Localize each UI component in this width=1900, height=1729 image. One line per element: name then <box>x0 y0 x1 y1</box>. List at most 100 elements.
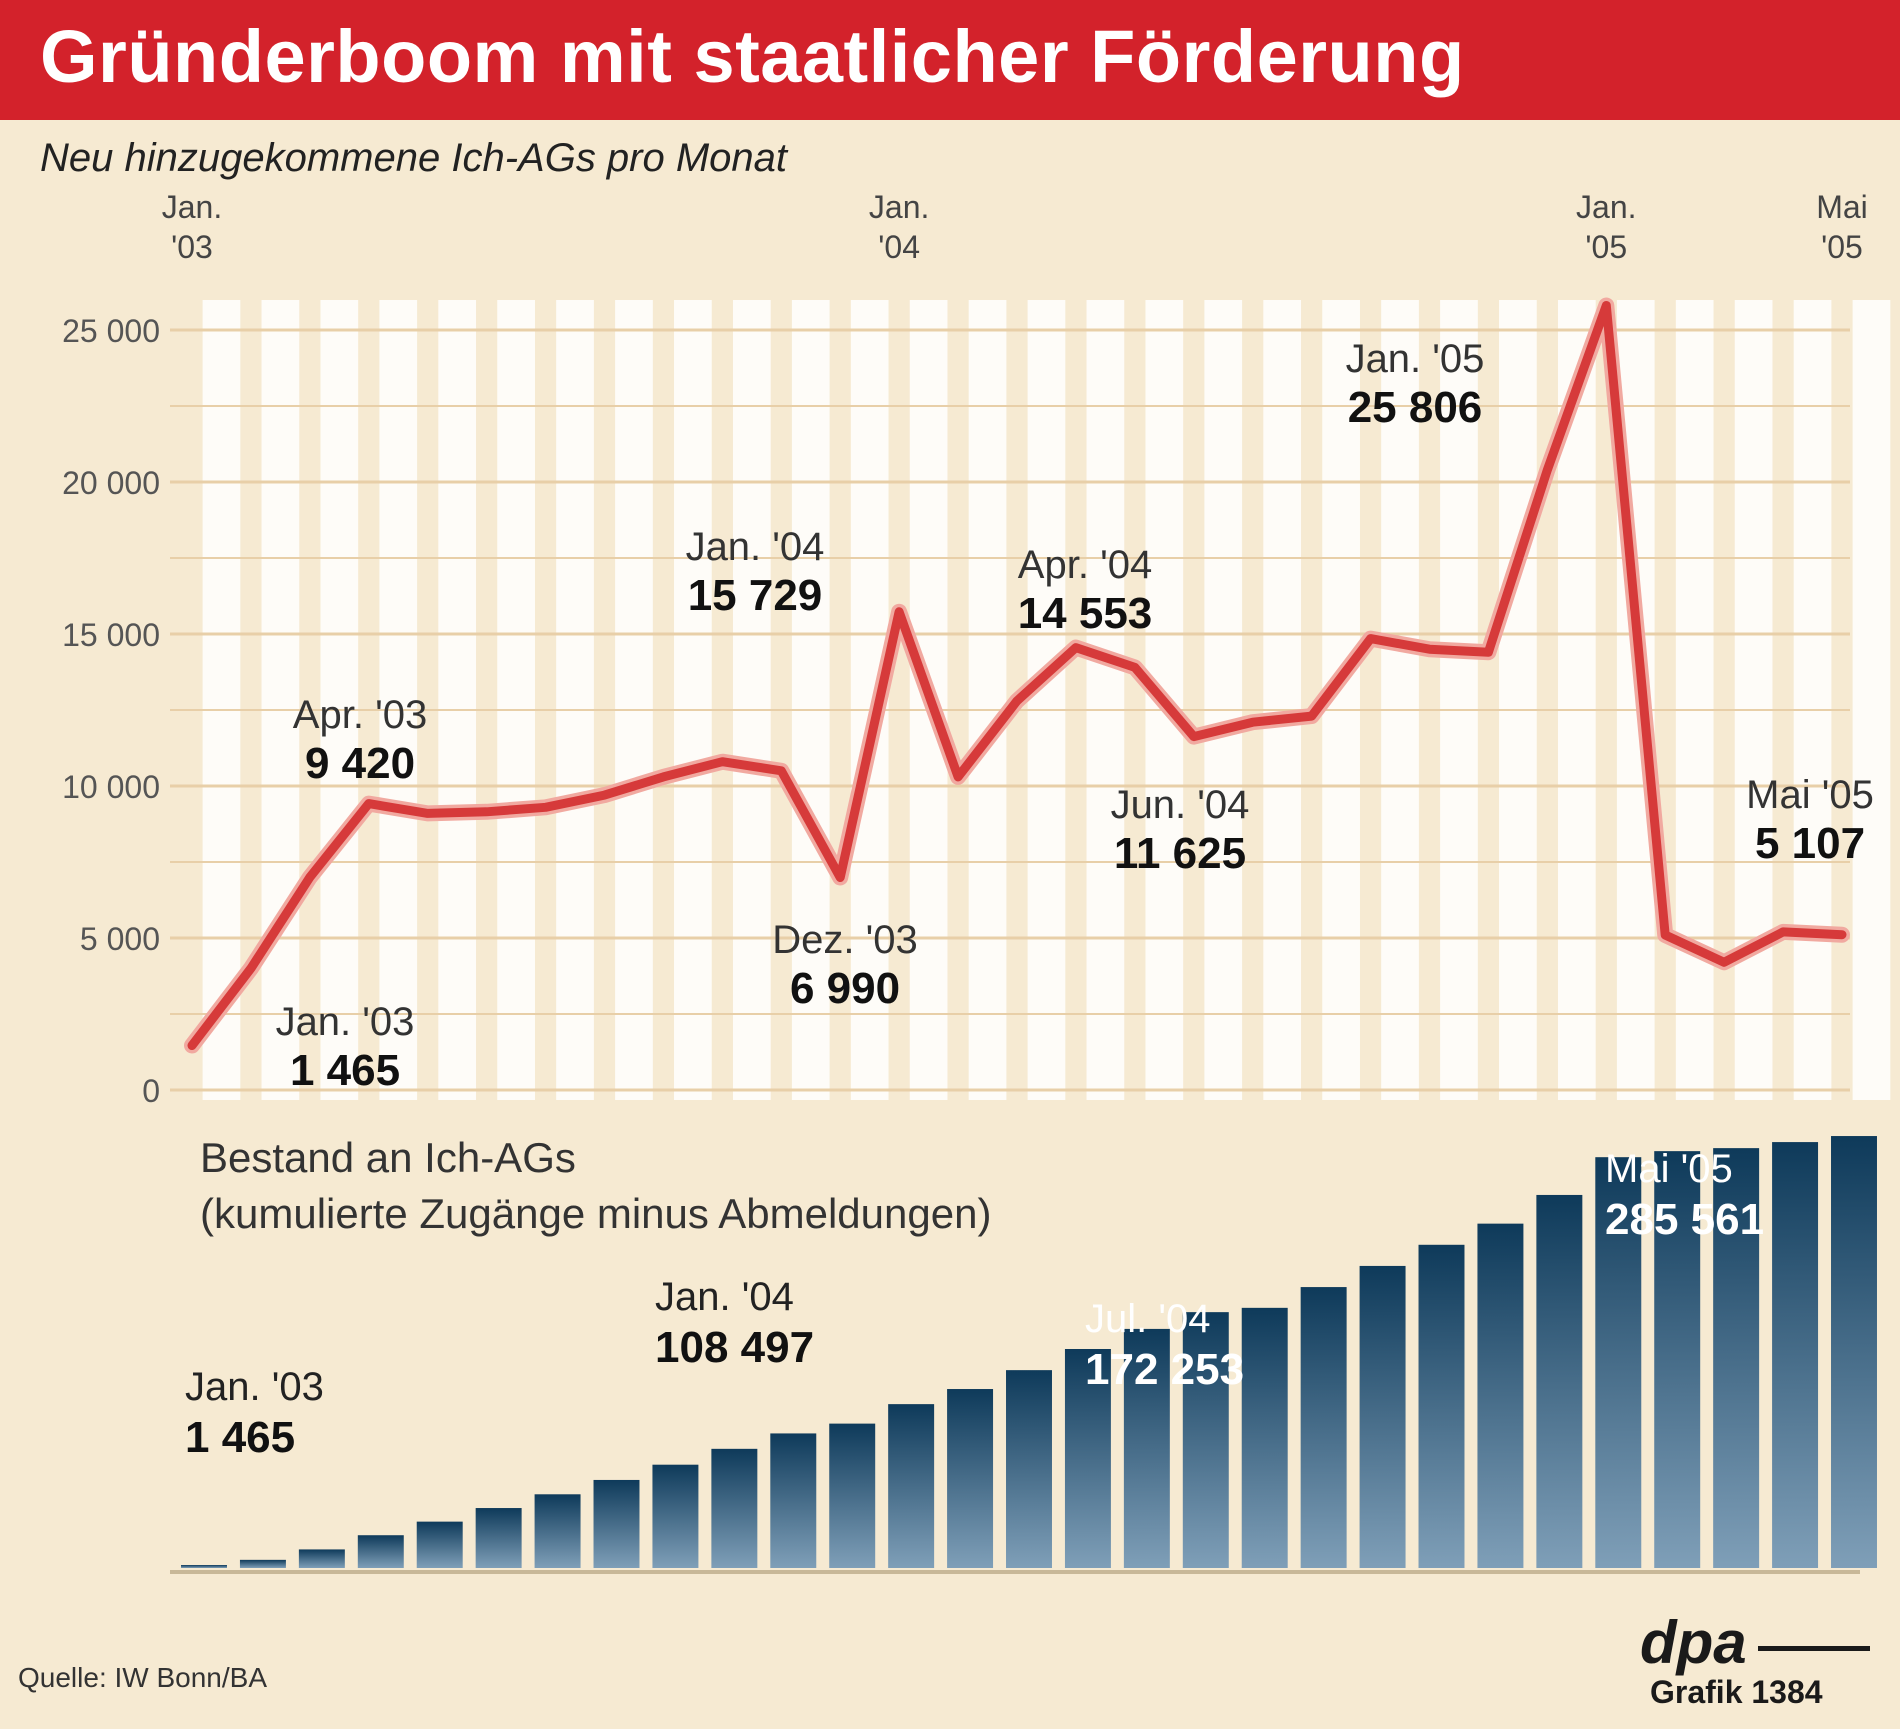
bar-annotation-label: Mai '05 <box>1605 1147 1733 1191</box>
line-point <box>423 809 432 818</box>
line-point <box>836 873 845 882</box>
line-point <box>1307 712 1316 721</box>
y-tick-label: 20 000 <box>62 465 160 501</box>
bar <box>770 1433 817 1568</box>
line-annotation-value: 25 806 <box>1348 383 1483 432</box>
grid-column <box>1440 300 1478 1100</box>
line-point <box>1248 718 1257 727</box>
grid-column <box>379 300 418 1100</box>
line-point <box>541 803 550 812</box>
grid-column <box>1204 300 1243 1100</box>
line-annotation-value: 6 990 <box>790 964 900 1013</box>
grid-column <box>674 300 712 1100</box>
bar <box>239 1559 286 1568</box>
line-annotation-label: Dez. '03 <box>772 918 918 962</box>
bar <box>298 1549 345 1568</box>
line-annotation-label: Jun. '04 <box>1111 783 1250 827</box>
bar <box>357 1535 404 1568</box>
line-point <box>1425 645 1434 654</box>
grid-column <box>497 300 535 1100</box>
line-point <box>1838 930 1846 939</box>
line-point <box>1484 648 1493 657</box>
top-axis-month: Jan. <box>162 189 222 225</box>
line-annotation-value: 1 465 <box>290 1046 400 1095</box>
line-point <box>954 772 963 781</box>
chart-title: Gründerboom mit staatlicher Förderung <box>40 15 1465 98</box>
bar-annotation-label: Jan. '04 <box>655 1275 794 1319</box>
bar <box>1477 1223 1524 1568</box>
top-axis-month: Mai <box>1816 189 1868 225</box>
dpa-logo-line <box>1758 1646 1870 1651</box>
line-point <box>1071 643 1080 652</box>
grid-column <box>202 300 241 1100</box>
dpa-logo: dpa Grafik 1384 <box>1640 1608 1880 1718</box>
grid-column <box>1499 300 1537 1100</box>
bar-annotation-label: Jan. '03 <box>185 1365 324 1409</box>
bar <box>1300 1287 1347 1568</box>
bar <box>1418 1244 1465 1568</box>
line-point <box>777 766 786 775</box>
line-annotation-value: 9 420 <box>305 739 415 788</box>
line-point <box>659 772 668 781</box>
bar <box>1536 1194 1583 1568</box>
y-tick-label: 10 000 <box>62 769 160 805</box>
grid-column <box>968 300 1007 1100</box>
line-point <box>364 799 373 808</box>
grid-column <box>261 300 300 1100</box>
line-chart-subtitle: Neu hinzugekommene Ich-AGs pro Monat <box>40 136 788 180</box>
grid-column <box>1086 300 1125 1100</box>
bar <box>1713 1148 1760 1568</box>
grid-column <box>1263 300 1302 1100</box>
bar <box>1123 1328 1170 1568</box>
bar-annotation-value: 172 253 <box>1085 1345 1244 1394</box>
bar-chart-subtitle: (kumulierte Zugänge minus Abmeldungen) <box>200 1190 991 1237</box>
line-annotation-label: Jan. '03 <box>276 1000 415 1044</box>
bar <box>475 1508 522 1568</box>
bar <box>711 1448 758 1568</box>
y-tick-label: 0 <box>142 1073 160 1109</box>
line-point <box>1130 663 1139 672</box>
line-point <box>1543 465 1552 474</box>
bar <box>1654 1151 1701 1568</box>
top-axis-year: '03 <box>171 229 213 265</box>
grid-column <box>615 300 653 1100</box>
bar <box>1241 1307 1288 1568</box>
bar-annotation-value: 108 497 <box>655 1323 814 1372</box>
grid-column <box>556 300 594 1100</box>
top-axis-month: Jan. <box>869 189 929 225</box>
line-point <box>188 1041 196 1050</box>
grid-column <box>791 300 830 1100</box>
bar-annotation-value: 285 561 <box>1605 1195 1764 1244</box>
line-annotation-label: Mai '05 <box>1746 773 1874 817</box>
grid-column <box>320 300 359 1100</box>
line-annotation-value: 14 553 <box>1018 589 1153 638</box>
line-point <box>1189 732 1198 741</box>
top-axis-year: '04 <box>878 229 920 265</box>
bar <box>1064 1349 1111 1568</box>
title-bar: Gründerboom mit staatlicher Förderung <box>0 0 1900 120</box>
bar <box>1831 1136 1877 1568</box>
dpa-logo-text: dpa <box>1640 1609 1747 1676</box>
bar <box>1359 1265 1406 1568</box>
bar <box>1772 1142 1819 1568</box>
bar <box>888 1404 935 1568</box>
bar <box>416 1521 463 1568</box>
grid-column <box>1027 300 1066 1100</box>
bar <box>181 1565 227 1568</box>
y-tick-label: 25 000 <box>62 313 160 349</box>
grid-column <box>438 300 477 1100</box>
y-tick-label: 15 000 <box>62 617 160 653</box>
line-annotation-label: Apr. '03 <box>293 693 427 737</box>
grid-column <box>1734 300 1773 1100</box>
line-annotation-value: 15 729 <box>688 571 823 620</box>
bar <box>829 1423 876 1568</box>
line-point <box>1602 301 1611 310</box>
bar <box>1595 1157 1642 1568</box>
line-point <box>718 757 727 766</box>
bar <box>947 1389 994 1568</box>
line-point <box>1013 696 1021 705</box>
line-point <box>1366 634 1375 643</box>
line-point <box>1661 930 1670 939</box>
